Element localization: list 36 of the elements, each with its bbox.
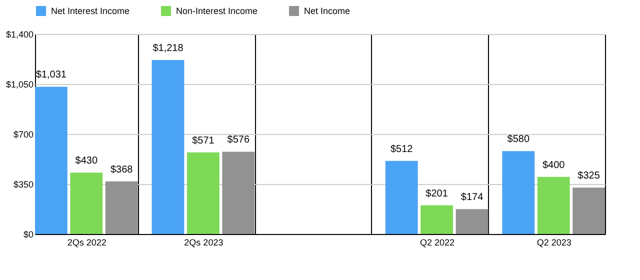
bar bbox=[152, 60, 184, 234]
data-label: $201 bbox=[426, 188, 448, 200]
bar bbox=[70, 172, 103, 234]
data-label: $368 bbox=[110, 164, 134, 176]
data-label: $1,031 bbox=[36, 70, 67, 81]
bar bbox=[35, 86, 68, 234]
data-label: $576 bbox=[227, 134, 250, 146]
data-label: $512 bbox=[390, 144, 414, 155]
bar bbox=[105, 181, 138, 234]
bar bbox=[187, 152, 220, 234]
legend-label: Net Income bbox=[304, 6, 350, 16]
bar bbox=[537, 176, 570, 234]
data-label: $1,218 bbox=[152, 43, 184, 54]
data-label: $571 bbox=[192, 135, 215, 146]
data-label: $580 bbox=[507, 134, 530, 146]
x-tick-label: Q2 2023 bbox=[536, 238, 572, 248]
bar bbox=[456, 209, 488, 234]
x-tick-label: Q2 2022 bbox=[420, 238, 455, 248]
legend-label: Non-Interest Income bbox=[176, 6, 258, 16]
x-tick-label: 2Qs 2022 bbox=[67, 238, 106, 248]
y-tick-label: $700 bbox=[13, 130, 34, 140]
data-label: $400 bbox=[542, 160, 566, 171]
data-label: $430 bbox=[75, 156, 98, 167]
bar bbox=[420, 205, 453, 234]
x-tick-label: 2Qs 2023 bbox=[184, 238, 224, 248]
y-tick-label: $1,050 bbox=[6, 80, 34, 90]
data-label: $325 bbox=[578, 170, 600, 182]
y-tick-label: $1,400 bbox=[6, 30, 34, 40]
y-tick-label: $0 bbox=[23, 230, 34, 240]
bar bbox=[502, 151, 535, 234]
bar bbox=[572, 188, 605, 234]
legend-label: Net Interest Income bbox=[51, 6, 130, 16]
bar bbox=[222, 152, 255, 234]
y-tick-label: $350 bbox=[13, 180, 34, 190]
data-label: $174 bbox=[460, 192, 484, 204]
bar bbox=[385, 160, 418, 234]
